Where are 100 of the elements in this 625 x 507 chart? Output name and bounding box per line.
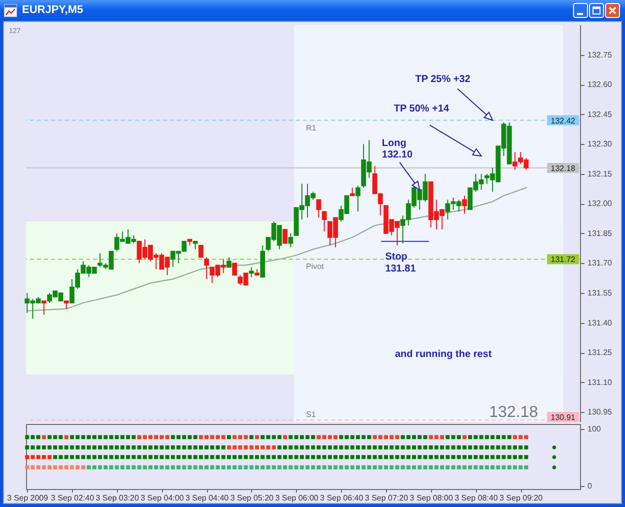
point <box>479 435 484 440</box>
point <box>232 435 237 440</box>
point <box>42 455 46 460</box>
point <box>36 435 40 440</box>
candlestick <box>248 266 254 278</box>
point <box>344 435 349 440</box>
point <box>226 435 231 440</box>
point <box>70 435 74 440</box>
y-tick-label: 100 <box>588 424 602 434</box>
point <box>170 435 175 440</box>
annotation: 131.72 <box>550 255 576 264</box>
y-tick-label: 131.40 <box>588 318 613 328</box>
point <box>339 435 344 440</box>
point <box>462 435 466 440</box>
point <box>552 465 556 470</box>
annotation: 130.91 <box>550 413 576 422</box>
point <box>328 435 332 440</box>
x-tick-label: 3 Sep 03:20 <box>96 494 140 502</box>
candlestick <box>282 229 288 244</box>
point <box>451 435 456 440</box>
point <box>266 435 270 440</box>
y-tick-label: 131.55 <box>588 288 613 298</box>
point <box>232 445 237 450</box>
point <box>198 435 203 440</box>
point <box>277 435 282 440</box>
ref-line-label: S1 <box>306 410 316 420</box>
point <box>48 435 52 440</box>
point <box>334 435 338 440</box>
point <box>42 435 46 440</box>
candlestick <box>316 199 322 218</box>
x-tick-label: 3 Sep 06:40 <box>320 494 364 502</box>
annotation: Stop 131.81 <box>385 251 416 274</box>
point <box>53 435 58 440</box>
point <box>76 465 80 470</box>
candlestick <box>226 256 232 268</box>
y-tick-label: 132.00 <box>588 199 613 208</box>
point <box>356 435 360 440</box>
point <box>58 465 63 470</box>
point <box>126 435 130 440</box>
point <box>456 435 461 440</box>
point <box>518 435 523 440</box>
point <box>400 435 405 440</box>
point <box>238 435 242 440</box>
point <box>288 435 293 440</box>
point <box>25 465 30 470</box>
point <box>468 435 472 440</box>
point <box>255 445 260 450</box>
point <box>490 435 495 440</box>
point <box>42 465 46 470</box>
point <box>25 435 30 440</box>
x-tick-label: 3 Sep 08:00 <box>410 494 454 502</box>
point <box>395 435 400 440</box>
annotation: 132.42 <box>550 116 576 126</box>
point <box>36 465 40 470</box>
y-tick-label: 0 <box>588 482 592 491</box>
point <box>418 435 422 440</box>
point <box>76 435 80 440</box>
point <box>81 435 86 440</box>
point <box>104 435 108 440</box>
x-tick-label: 3 Sep 05:20 <box>230 494 274 502</box>
point <box>176 435 181 440</box>
point <box>48 465 52 470</box>
point <box>260 435 265 440</box>
x-tick-label: 3 Sep 06:00 <box>275 494 319 502</box>
x-tick-label: 3 Sep 02:40 <box>50 494 95 502</box>
point <box>114 435 119 440</box>
point <box>305 435 310 440</box>
ref-line-label: Pivot <box>306 262 325 272</box>
point <box>406 435 410 440</box>
point <box>154 435 158 440</box>
point <box>148 435 152 440</box>
point <box>423 435 428 440</box>
y-tick-label: 132.45 <box>588 110 613 119</box>
point <box>249 445 254 450</box>
point <box>412 435 416 440</box>
candlestick <box>232 262 238 276</box>
point <box>25 455 30 460</box>
y-tick-label: 132.60 <box>588 80 613 90</box>
ref-line-label: R1 <box>306 123 317 132</box>
point <box>30 435 35 440</box>
point <box>92 435 96 440</box>
point <box>249 435 254 440</box>
point <box>86 435 91 440</box>
point <box>440 435 444 440</box>
point <box>36 455 40 460</box>
point <box>120 435 124 440</box>
point <box>524 435 528 440</box>
point <box>160 435 164 440</box>
y-tick-label: 131.10 <box>588 378 613 387</box>
point <box>446 435 450 440</box>
point <box>294 435 298 440</box>
point <box>502 435 506 440</box>
point <box>255 435 260 440</box>
point <box>48 455 52 460</box>
y-tick-label: 130.95 <box>588 408 613 417</box>
point <box>182 435 186 440</box>
point <box>260 445 265 450</box>
point <box>109 435 114 440</box>
point <box>165 435 170 440</box>
x-tick-label: 3 Sep 09:20 <box>499 494 544 502</box>
